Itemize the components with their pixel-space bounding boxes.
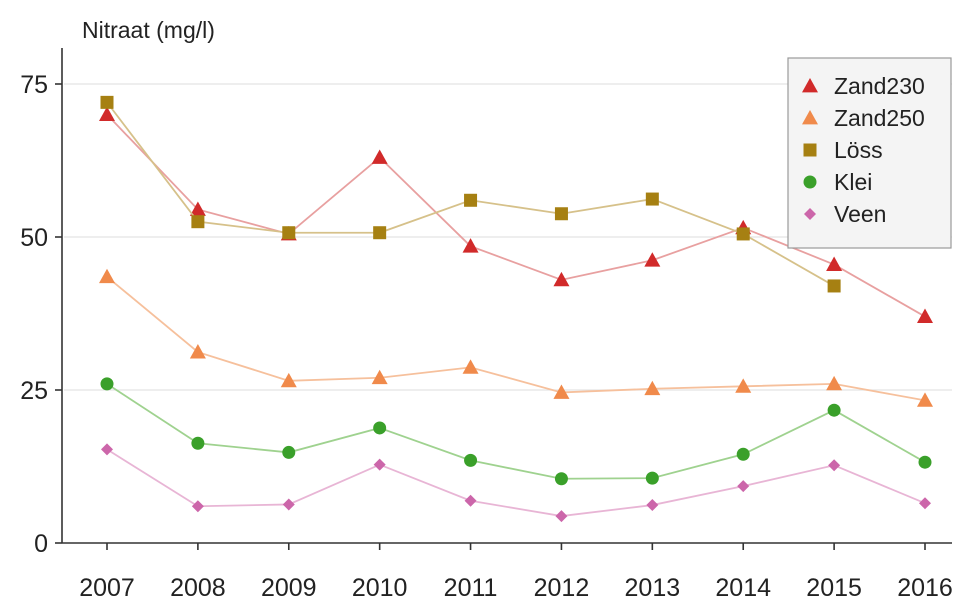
series-zand250 — [99, 268, 933, 407]
legend-marker — [803, 143, 817, 157]
x-tick-label: 2012 — [534, 574, 590, 602]
data-point — [826, 256, 843, 271]
legend-marker — [802, 78, 818, 93]
data-point — [917, 308, 933, 323]
data-point — [827, 403, 841, 417]
data-point — [373, 421, 387, 435]
data-point — [736, 447, 750, 461]
data-point — [736, 227, 750, 241]
data-point — [553, 271, 570, 287]
data-point — [645, 471, 659, 485]
x-tick-label: 2011 — [444, 574, 498, 602]
y-axis-title: Nitraat (mg/l) — [82, 17, 215, 43]
data-point — [828, 459, 841, 472]
data-point — [282, 445, 296, 459]
y-tick-label: 25 — [20, 377, 48, 405]
x-tick-label: 2009 — [261, 574, 317, 602]
data-point — [191, 500, 204, 513]
data-point — [371, 149, 388, 164]
data-point — [462, 238, 479, 253]
legend-item: Zand250 — [802, 105, 925, 131]
data-point — [189, 344, 206, 359]
data-point — [646, 499, 659, 512]
data-point — [373, 226, 387, 240]
data-point — [464, 453, 478, 467]
legend-item: Veen — [804, 201, 886, 227]
data-point — [464, 494, 477, 507]
data-point — [553, 384, 570, 399]
series-veen — [101, 443, 931, 523]
data-point — [280, 372, 297, 388]
y-tick-label: 50 — [20, 224, 48, 252]
data-point — [917, 392, 933, 407]
data-point — [737, 480, 750, 493]
data-point — [644, 380, 661, 396]
data-point — [282, 226, 296, 240]
series-line — [106, 383, 926, 480]
data-point — [191, 215, 205, 229]
legend-item: Klei — [803, 169, 872, 195]
data-point — [101, 443, 113, 456]
data-point — [918, 455, 932, 469]
data-point — [100, 95, 114, 109]
legend-label: Zand230 — [834, 73, 925, 99]
legend: Zand230 Zand250 Löss Klei Veen — [787, 57, 952, 249]
data-point — [735, 378, 752, 393]
data-point — [99, 268, 115, 284]
axes: 0 25 50 75 2007 2008 2009 2010 2011 2012 2013 2014 2… — [20, 48, 953, 602]
data-point — [464, 193, 478, 207]
data-point — [371, 369, 388, 385]
data-point — [554, 207, 568, 221]
y-tick-label: 75 — [20, 71, 48, 99]
data-point — [554, 472, 568, 486]
y-tick-label: 0 — [34, 530, 48, 558]
data-point — [282, 498, 295, 511]
legend-label: Zand250 — [834, 105, 925, 131]
legend-marker — [803, 175, 817, 189]
data-point — [555, 510, 568, 523]
data-point — [100, 377, 114, 391]
data-point — [644, 252, 661, 267]
x-tick-label: 2013 — [625, 574, 681, 602]
data-point — [99, 106, 115, 121]
legend-marker — [802, 110, 818, 125]
x-tick-label: 2015 — [806, 574, 862, 602]
series-line — [106, 276, 926, 402]
data-point — [645, 192, 659, 206]
legend-item: Löss — [803, 137, 883, 163]
x-tick-label: 2014 — [715, 574, 771, 602]
data-point — [462, 359, 479, 374]
x-tick-label: 2007 — [79, 574, 135, 602]
data-point — [191, 436, 205, 450]
legend-marker — [804, 208, 816, 220]
legend-label: Veen — [834, 201, 886, 227]
legend-label: Löss — [834, 137, 883, 163]
data-point — [826, 375, 843, 391]
data-point — [827, 279, 841, 293]
x-tick-label: 2010 — [352, 574, 408, 602]
data-point — [189, 201, 206, 216]
x-tick-label: 2016 — [897, 574, 953, 602]
series-klei — [100, 377, 932, 486]
legend-label: Klei — [834, 169, 872, 195]
series-löss — [100, 95, 841, 293]
legend-item: Zand230 — [802, 73, 925, 99]
data-point — [919, 497, 931, 510]
x-tick-label: 2008 — [170, 574, 226, 602]
data-point — [373, 458, 386, 471]
series-line — [106, 448, 926, 517]
